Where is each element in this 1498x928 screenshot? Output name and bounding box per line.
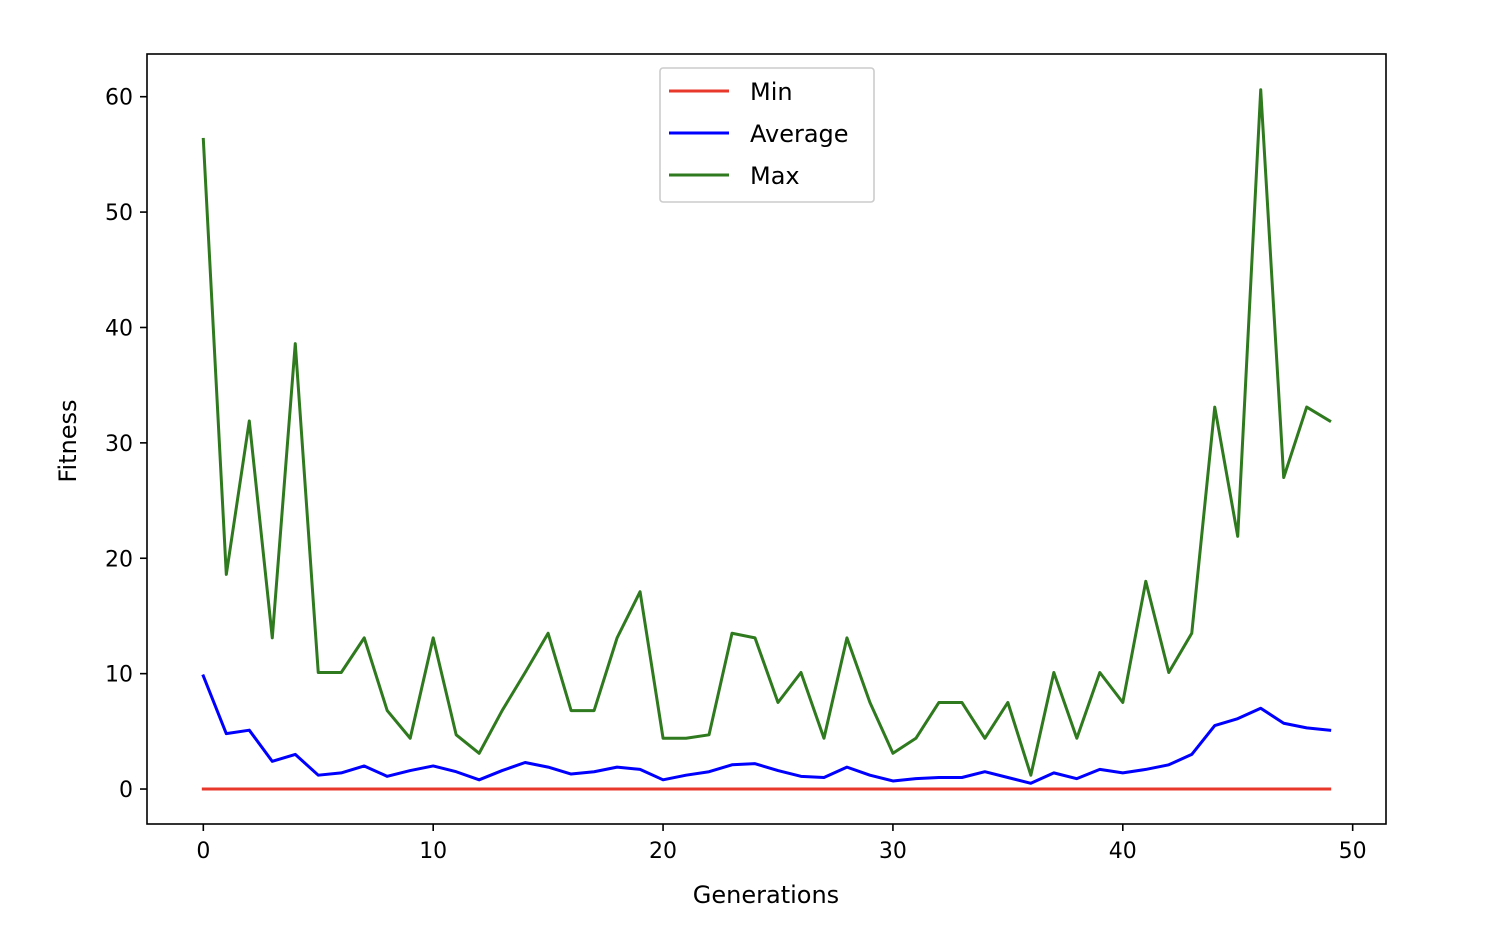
x-tick-label: 30 [879,839,907,864]
series-line-max [201,88,1332,777]
y-tick-label: 50 [105,201,133,226]
x-axis-label: Generations [693,881,839,909]
series-layer [201,88,1332,791]
x-axis-ticks: 0 10 20 30 40 50 [196,824,1367,864]
x-tick-label: 20 [649,839,677,864]
y-tick-label: 30 [105,432,133,457]
y-tick-label: 0 [119,778,133,803]
y-axis-ticks: 0 10 20 30 40 50 60 [105,86,147,803]
legend-label-average: Average [750,120,849,148]
legend-label-max: Max [750,162,800,190]
x-tick-label: 40 [1109,839,1137,864]
y-tick-label: 10 [105,663,133,688]
plot-frame [146,53,1387,825]
y-tick-label: 20 [105,547,133,572]
legend-box [659,67,875,203]
y-tick-label: 40 [105,316,133,341]
x-tick-label: 10 [419,839,447,864]
legend: Min Average Max [659,67,875,203]
x-tick-label: 50 [1339,839,1367,864]
legend-label-min: Min [750,78,793,106]
x-tick-label: 0 [196,839,210,864]
y-tick-label: 60 [105,86,133,111]
y-axis-label: Fitness [54,399,82,482]
series-line-average [201,674,1332,785]
